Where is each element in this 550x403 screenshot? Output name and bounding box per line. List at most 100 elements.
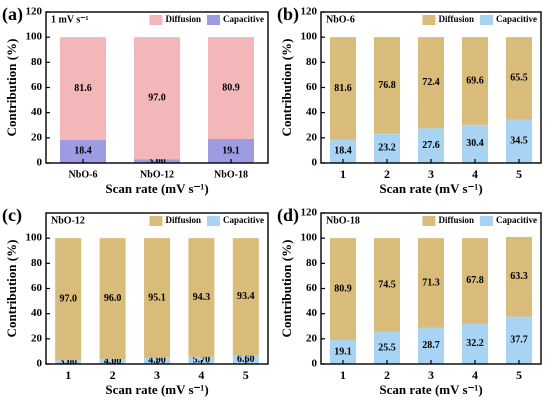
bar-segment xyxy=(144,238,170,358)
x-tick-label: 5 xyxy=(516,167,522,181)
value-label: 94.3 xyxy=(193,292,211,303)
y-tick-label: 60 xyxy=(306,81,318,93)
y-tick-label: 20 xyxy=(306,131,318,143)
x-tick-label: 5 xyxy=(243,368,249,382)
x-tick-label: 3 xyxy=(428,167,434,181)
bar-segment xyxy=(506,37,532,120)
plot-frame xyxy=(45,212,269,365)
bar-segment xyxy=(374,37,400,134)
bar-segment xyxy=(232,355,259,364)
bar-segment xyxy=(418,128,444,163)
legend-label: Capacitive xyxy=(223,215,264,225)
y-tick-label: 0 xyxy=(37,358,43,370)
x-axis-label: Scan rate (mV s⁻¹) xyxy=(379,382,482,397)
panel-label: (a) xyxy=(2,4,23,25)
bar-segment xyxy=(134,37,180,160)
legend-swatch xyxy=(207,216,220,226)
y-tick-label: 80 xyxy=(31,257,43,269)
x-tick-label: NbO-6 xyxy=(69,169,98,180)
y-tick-label: 100 xyxy=(26,31,43,43)
panel-title: 1 mV s⁻¹ xyxy=(51,14,89,25)
y-tick-label: 100 xyxy=(26,232,43,244)
x-axis-label: Scan rate (mV s⁻¹) xyxy=(105,382,208,397)
y-tick-label: 120 xyxy=(301,6,318,18)
x-tick-label: 5 xyxy=(516,368,522,382)
plot-frame xyxy=(45,11,269,164)
y-tick-label: 60 xyxy=(31,81,43,93)
y-tick-label: 80 xyxy=(306,257,318,269)
value-label: 28.7 xyxy=(422,340,440,351)
legend-label: Diffusion xyxy=(438,215,474,225)
legend-swatch xyxy=(207,15,220,25)
value-label: 81.6 xyxy=(334,83,352,94)
y-tick-label: 40 xyxy=(31,106,43,118)
value-label: 81.6 xyxy=(74,83,92,94)
y-tick-label: 0 xyxy=(312,358,318,370)
bar-segment xyxy=(99,238,126,359)
y-tick-label: 40 xyxy=(306,106,318,118)
value-label: 32.2 xyxy=(466,338,484,349)
x-axis-label: Scan rate (mV s⁻¹) xyxy=(105,181,208,196)
x-tick-label: 1 xyxy=(340,167,346,181)
x-tick-label: 2 xyxy=(384,167,390,181)
value-label: 37.7 xyxy=(510,335,528,346)
panel-label: (b) xyxy=(277,4,299,25)
bar-segment xyxy=(330,139,356,163)
legend-label: Capacitive xyxy=(496,14,537,24)
value-label: 6.60 xyxy=(237,354,255,365)
legend-label: Capacitive xyxy=(496,215,537,225)
y-tick-label: 60 xyxy=(31,282,43,294)
x-tick-label: 2 xyxy=(384,368,390,382)
y-tick-label: 100 xyxy=(301,31,318,43)
y-axis-label: Contribution (%) xyxy=(4,39,19,137)
y-tick-label: 0 xyxy=(37,157,43,169)
value-label: 63.3 xyxy=(510,271,528,282)
value-label: 34.5 xyxy=(510,136,528,147)
bar-segment xyxy=(462,124,488,163)
plot-frame xyxy=(320,11,542,164)
x-axis-label: Scan rate (mV s⁻¹) xyxy=(379,181,482,196)
legend-label: Diffusion xyxy=(165,215,201,225)
value-label: 97.0 xyxy=(148,92,166,103)
value-label: 80.9 xyxy=(334,283,352,294)
value-label: 25.5 xyxy=(378,342,396,353)
y-tick-label: 40 xyxy=(306,307,318,319)
value-label: 69.6 xyxy=(466,75,484,86)
x-tick-label: 1 xyxy=(340,368,346,382)
x-tick-label: 3 xyxy=(428,368,434,382)
bar-segment xyxy=(60,139,106,163)
x-tick-label: 4 xyxy=(472,368,478,382)
bar-segment xyxy=(462,323,488,364)
value-label: 93.4 xyxy=(237,291,255,302)
value-label: 23.2 xyxy=(378,143,396,154)
y-axis-label: Contribution (%) xyxy=(279,240,294,338)
bar-segment xyxy=(418,327,444,364)
y-tick-label: 120 xyxy=(26,6,43,18)
y-tick-label: 60 xyxy=(306,282,318,294)
y-axis-label: Contribution (%) xyxy=(4,240,19,338)
bar-segment xyxy=(418,37,444,129)
y-tick-label: 40 xyxy=(31,307,43,319)
legend-label: Capacitive xyxy=(223,14,264,24)
legend-swatch xyxy=(149,15,163,25)
legend-swatch xyxy=(422,15,436,25)
value-label: 19.1 xyxy=(222,145,240,156)
bar-segment xyxy=(374,238,400,332)
legend-label: Diffusion xyxy=(165,14,201,24)
y-tick-label: 20 xyxy=(306,332,318,344)
y-tick-label: 100 xyxy=(301,232,318,244)
value-label: 97.0 xyxy=(59,293,77,304)
x-tick-label: 4 xyxy=(198,368,204,382)
legend-label: Diffusion xyxy=(438,14,474,24)
value-label: 76.8 xyxy=(378,80,396,91)
bar-segment xyxy=(462,37,488,125)
x-tick-label: NbO-18 xyxy=(214,169,248,180)
panel-title: NbO-18 xyxy=(326,215,360,226)
panel-title: NbO-6 xyxy=(326,14,355,25)
value-label: 80.9 xyxy=(222,82,240,93)
bar-segment xyxy=(506,119,532,163)
y-tick-label: 120 xyxy=(301,207,318,219)
value-label: 27.6 xyxy=(422,140,440,151)
value-label: 30.4 xyxy=(466,138,484,149)
legend-swatch xyxy=(149,216,163,226)
